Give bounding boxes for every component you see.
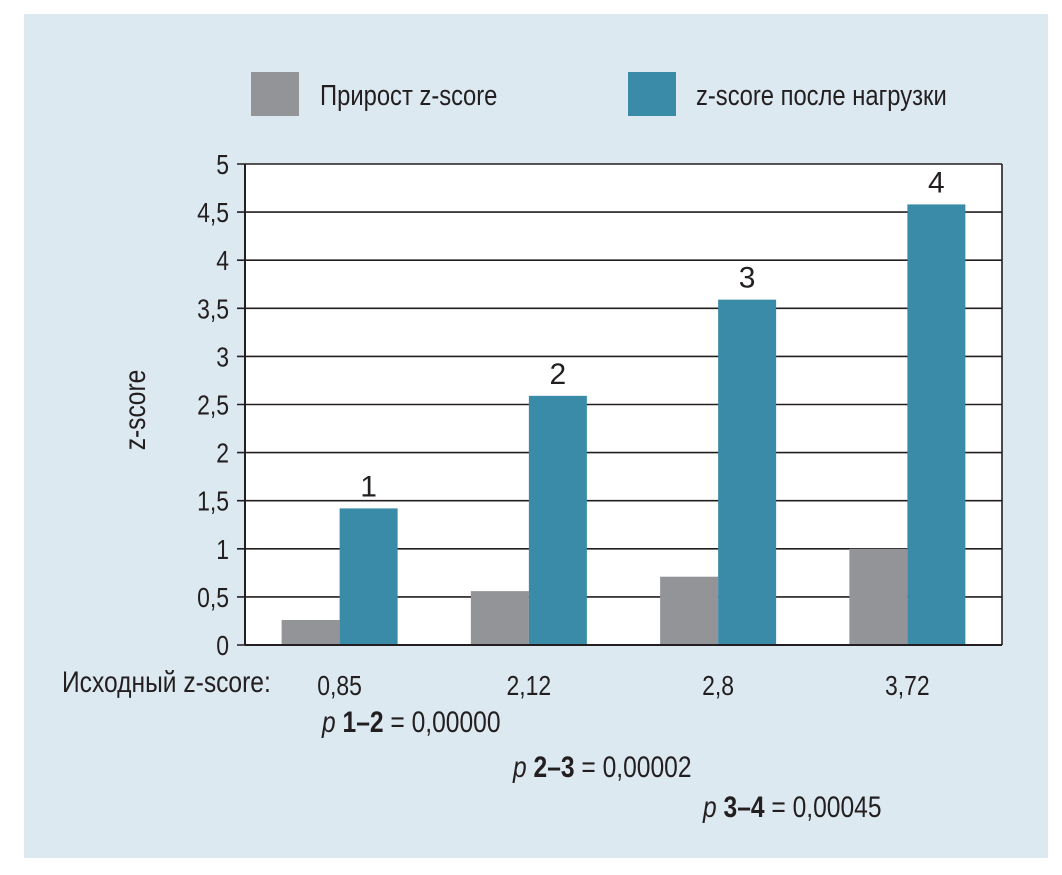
y-tick-label: 3,5 [197,294,229,325]
legend-swatch-after-load [628,72,676,116]
y-tick-label: 1,5 [197,487,229,518]
p-pair: 3–4 [723,791,765,824]
p-equation: = 0,00002 [574,751,692,784]
bar-increase [470,591,529,645]
y-tick-label: 4,5 [197,198,229,229]
bar-after-load [339,508,398,645]
bar-label: 1 [360,470,377,503]
y-tick-label: 2 [216,439,229,470]
bar-after-load [528,395,587,645]
legend-label-after-load: z-score после нагрузки [696,80,947,112]
legend-label-increase: Прирост z-score [320,80,498,112]
x-tick-label: 0,85 [317,671,362,702]
p-pair: 1–2 [342,706,384,739]
p-value-1-2: p 1–2 = 0,00000 [322,706,501,740]
y-tick-label: 5 [216,150,229,181]
bar-increase [281,619,340,645]
p-pair: 2–3 [533,751,575,784]
bar-increase [660,576,719,645]
x-category-title: Исходный z-score: [62,666,271,699]
y-axis-title: z-score [118,370,152,451]
y-tick-label: 2,5 [197,390,229,421]
x-tick-label: 2,12 [507,671,552,702]
p-equation: = 0,00000 [383,706,501,739]
y-tick-label: 1 [216,535,229,566]
bar-increase [849,548,908,645]
p-symbol: p [322,706,336,739]
p-value-2-3: p 2–3 = 0,00002 [513,751,692,785]
bar-label: 3 [739,262,756,295]
x-tick-label: 2,8 [702,671,734,702]
p-symbol: p [513,751,527,784]
p-symbol: p [703,791,717,824]
bar-after-load [718,299,777,645]
bar-after-load [907,204,966,646]
p-value-3-4: p 3–4 = 0,00045 [703,791,882,825]
x-tick-label: 3,72 [885,671,930,702]
bar-label: 2 [550,358,567,391]
legend-swatch-increase [251,72,299,116]
y-tick-label: 3 [216,342,229,373]
y-tick-label: 0 [216,631,229,662]
y-tick-label: 0,5 [197,583,229,614]
bar-label: 4 [928,166,945,199]
p-equation: = 0,00045 [764,791,882,824]
y-tick-label: 4 [216,246,229,277]
